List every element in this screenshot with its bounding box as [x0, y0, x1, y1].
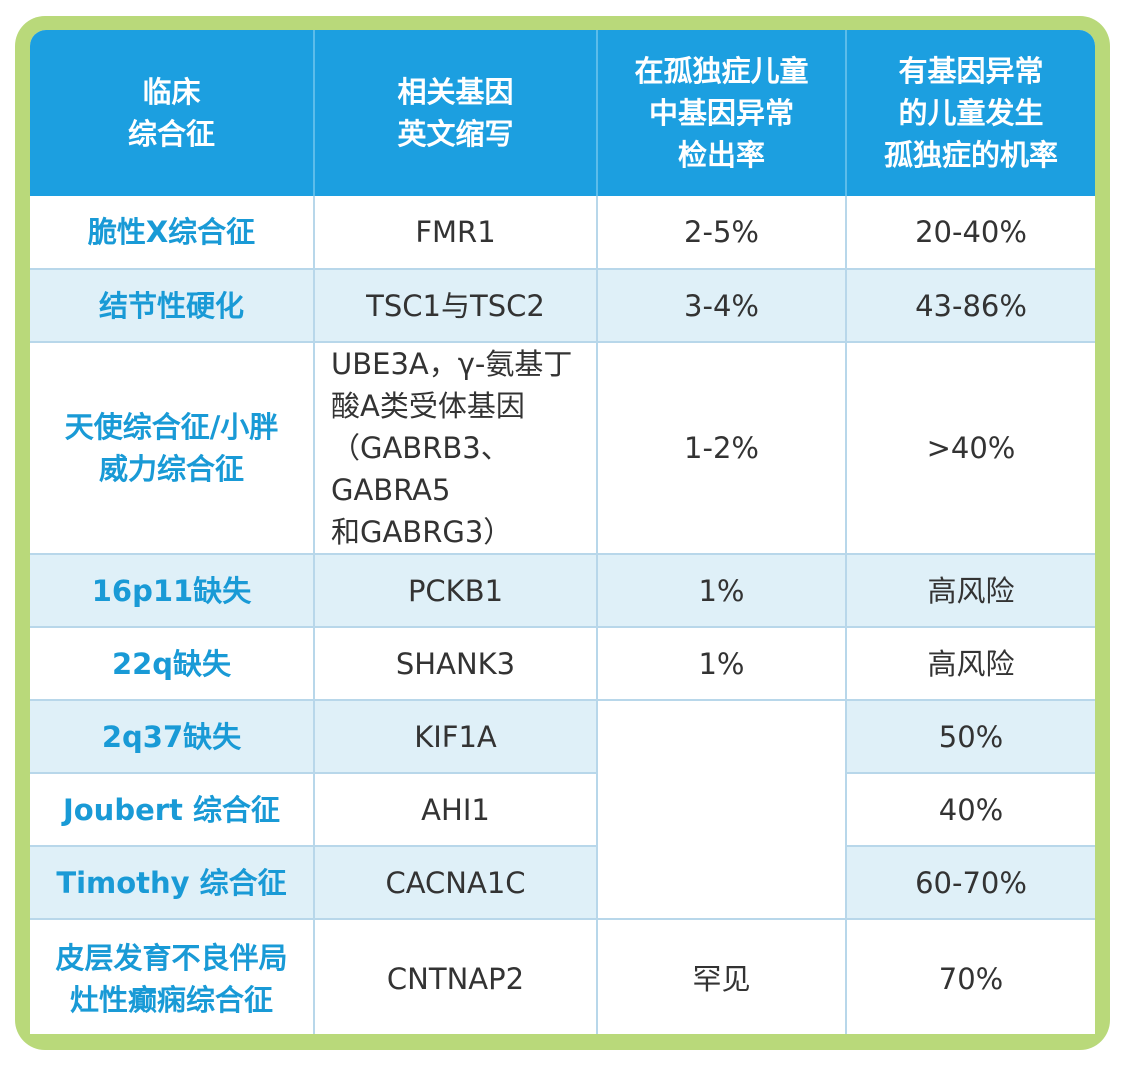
table-row: 脆性X综合征 FMR1 2-5% 20-40% [30, 196, 1095, 270]
genetics-table: 临床 综合征 相关基因 英文缩写 在孤独症儿童 中基因异常 检出率 有基因异常 … [30, 30, 1095, 1034]
detection-cell: 罕见 [597, 919, 847, 1034]
gene-cell: CACNA1C [314, 846, 598, 920]
syndrome-cell: 16p11缺失 [30, 554, 315, 628]
gene-cell: TSC1与TSC2 [314, 269, 598, 343]
table-row: 2q37缺失 KIF1A 50% [30, 700, 1095, 920]
header-detection-rate: 在孤独症儿童 中基因异常 检出率 [597, 30, 847, 196]
probability-cell: 60-70% [846, 846, 1095, 920]
syndrome-cell: 22q缺失 [30, 627, 315, 701]
syndrome-cell: 皮层发育不良伴局 灶性癫痫综合征 [30, 919, 315, 1034]
probability-cell: >40% [846, 342, 1095, 555]
table-row: Timothy 综合征 CACNA1C 60-70% [30, 846, 1095, 920]
gene-cell: CNTNAP2 [314, 919, 598, 1034]
table-row: 22q缺失 SHANK3 1% 高风险 [30, 627, 1095, 701]
detection-cell: 1-2% [597, 342, 847, 555]
header-autism-probability: 有基因异常 的儿童发生 孤独症的机率 [846, 30, 1095, 196]
probability-cell: 43-86% [846, 269, 1095, 343]
table-row: 皮层发育不良伴局 灶性癫痫综合征 CNTNAP2 罕见 70% [30, 919, 1095, 1034]
gene-cell: AHI1 [314, 773, 598, 847]
gene-cell: SHANK3 [314, 627, 598, 701]
table-panel: 临床 综合征 相关基因 英文缩写 在孤独症儿童 中基因异常 检出率 有基因异常 … [30, 30, 1095, 1034]
syndrome-cell: 2q37缺失 [30, 700, 315, 774]
probability-cell: 高风险 [846, 627, 1095, 701]
detection-cell-merged [597, 700, 847, 920]
header-row: 临床 综合征 相关基因 英文缩写 在孤独症儿童 中基因异常 检出率 有基因异常 … [30, 30, 1095, 196]
gene-cell: PCKB1 [314, 554, 598, 628]
probability-cell: 70% [846, 919, 1095, 1034]
syndrome-cell: 天使综合征/小胖 威力综合征 [30, 342, 315, 555]
syndrome-cell: 脆性X综合征 [30, 196, 315, 270]
gene-cell: UBE3A，γ-氨基丁 酸A类受体基因 （GABRB3、GABRA5 和GABR… [314, 342, 598, 555]
syndrome-cell: Timothy 综合征 [30, 846, 315, 920]
header-syndrome: 临床 综合征 [30, 30, 315, 196]
syndrome-cell: Joubert 综合征 [30, 773, 315, 847]
detection-cell: 1% [597, 627, 847, 701]
probability-cell: 50% [846, 700, 1095, 774]
detection-cell: 3-4% [597, 269, 847, 343]
detection-cell: 2-5% [597, 196, 847, 270]
gene-cell: FMR1 [314, 196, 598, 270]
probability-cell: 40% [846, 773, 1095, 847]
table-row: 天使综合征/小胖 威力综合征 UBE3A，γ-氨基丁 酸A类受体基因 （GABR… [30, 342, 1095, 555]
header-gene: 相关基因 英文缩写 [314, 30, 598, 196]
probability-cell: 20-40% [846, 196, 1095, 270]
gene-cell: KIF1A [314, 700, 598, 774]
table-row: Joubert 综合征 AHI1 40% [30, 773, 1095, 847]
table-row: 16p11缺失 PCKB1 1% 高风险 [30, 554, 1095, 628]
table-row: 结节性硬化 TSC1与TSC2 3-4% 43-86% [30, 269, 1095, 343]
syndrome-cell: 结节性硬化 [30, 269, 315, 343]
detection-cell: 1% [597, 554, 847, 628]
probability-cell: 高风险 [846, 554, 1095, 628]
